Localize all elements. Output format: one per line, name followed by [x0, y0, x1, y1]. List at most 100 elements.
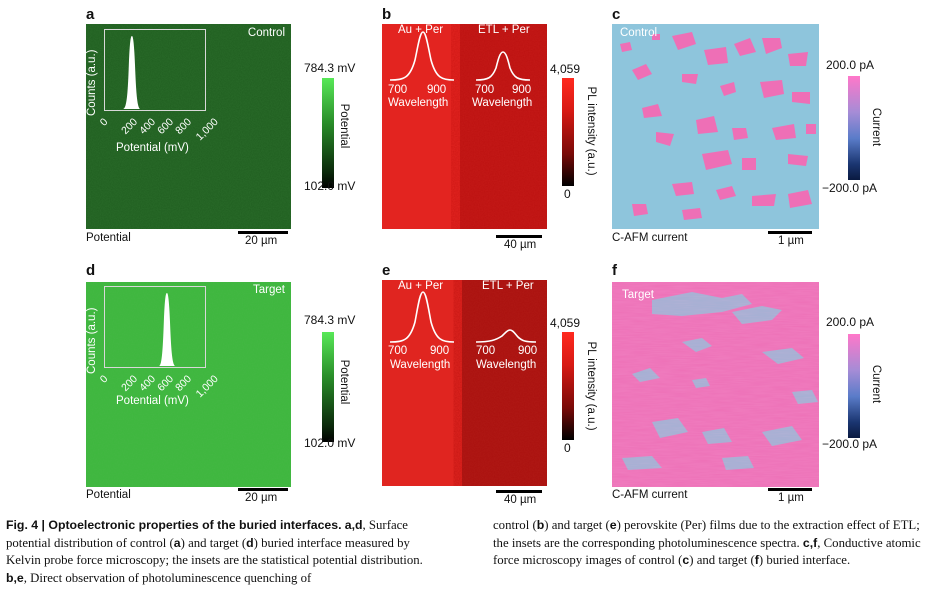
scale-bar-a [238, 231, 288, 234]
panel-letter-d: d [86, 262, 96, 279]
scale-bar-d [238, 488, 288, 491]
scale-bar-c [768, 231, 812, 234]
target-tag-f: Target [622, 289, 654, 301]
colorbar-min-a: 102.0 mV [304, 179, 356, 193]
etl-per-label-e: ETL + Per [482, 280, 534, 292]
figure-caption-left: Fig. 4 | Optoelectronic properties of th… [6, 517, 446, 587]
colorbar-title-d: Potential [338, 359, 350, 405]
scale-label-f: 1 µm [778, 492, 804, 504]
kpfm-map-target: Target [86, 282, 291, 487]
cafm-pattern-target [612, 282, 819, 487]
etl-per-label-b: ETL + Per [478, 24, 530, 36]
panel-letter-a: a [86, 6, 95, 23]
colorbar-max-c: 200.0 pA [826, 58, 875, 72]
histogram-xlabel-target: Potential (mV) [116, 395, 189, 407]
histogram-xticks-control: 0 200 400 600 800 1,000 [97, 112, 221, 143]
tick-900-left-b: 900 [427, 84, 447, 96]
kpfm-texture-target [86, 282, 291, 487]
cafm-map-target: Target [612, 282, 819, 487]
cafm-pattern-control [620, 32, 816, 220]
colorbar-max-b: 4,059 [550, 62, 581, 76]
control-tag-c: Control [620, 27, 658, 39]
caption-text: ) buried interface measured by Kelvin pr… [6, 535, 423, 568]
tick-900-right-e: 900 [518, 345, 538, 357]
pl-map-control: Au + Per ETL + Per 700 900 700 900 Wavel… [382, 24, 547, 229]
control-tag: Control [247, 27, 285, 39]
colorbar-title-c: Current [870, 107, 882, 147]
figure-caption-right: control (b) and target (e) perovskite (P… [493, 517, 929, 570]
colorbar-title-a: Potential [338, 103, 350, 149]
colorbar-potential-a [322, 78, 334, 188]
histogram-control [105, 36, 205, 109]
caption-ref: c,f [802, 535, 818, 550]
caption-ref: b [536, 518, 545, 532]
histogram-tick-label: 800 [173, 116, 195, 137]
histogram-xlabel-control: Potential (mV) [116, 142, 189, 154]
scale-bar-f [768, 488, 812, 491]
panel-letter-e: e [382, 262, 391, 279]
scale-bar-b [496, 235, 542, 238]
panel-c-footer: C-AFM current [612, 232, 688, 244]
scale-label-c: 1 µm [778, 235, 804, 247]
caption-text: ) and target ( [180, 535, 247, 550]
colorbar-min-b: 0 [564, 187, 571, 201]
panel-a-footer: Potential [86, 232, 131, 244]
colorbar-pl-e [562, 332, 574, 440]
tick-700-left-e: 700 [388, 345, 408, 357]
pl-texture-e [389, 280, 547, 486]
colorbar-title-b: PL intensity (a.u.) [585, 86, 597, 176]
panel-letter-c: c [612, 6, 621, 23]
colorbar-pl-b [562, 78, 574, 186]
panel-letter-b: b [382, 6, 392, 23]
colorbar-current-f [848, 334, 860, 438]
colorbar-min-e: 0 [564, 441, 571, 455]
caption-ref: e [609, 518, 617, 532]
pl-texture-b [389, 24, 547, 229]
scale-label-e: 40 µm [504, 494, 537, 506]
histogram-ylabel-target: Counts (a.u.) [86, 307, 98, 374]
caption-text: , Direct observation of photoluminescenc… [23, 570, 312, 585]
colorbar-max-a: 784.3 mV [304, 61, 356, 75]
caption-ref: a,d [344, 518, 363, 532]
caption-text: ) and target ( [544, 518, 610, 532]
histogram-tick-label: 400 [137, 373, 159, 394]
caption-ref: d [246, 535, 254, 550]
tick-900-right-b: 900 [512, 84, 532, 96]
caption-text: , Conductive atomic force microscopy ima… [493, 535, 921, 568]
histogram-inset-control [104, 29, 206, 111]
histogram-ylabel-control: Counts (a.u.) [86, 49, 98, 116]
scale-bar-e [496, 490, 542, 493]
panel-letter-f: f [612, 262, 617, 279]
target-tag: Target [253, 284, 285, 296]
caption-text: , Surface potential distribution of cont… [6, 518, 408, 550]
pl-region-au-e [382, 280, 462, 486]
pl-map-target: Au + Per ETL + Per 700 900 700 900 Wavel… [382, 280, 547, 486]
kpfm-map-control: Control [86, 24, 291, 229]
histogram-inset-target [104, 286, 206, 368]
histogram-target [105, 293, 205, 366]
colorbar-title-e: PL intensity (a.u.) [585, 341, 597, 431]
wavelength-left-b: Wavelength [388, 97, 449, 109]
tick-700-right-b: 700 [475, 84, 495, 96]
au-per-label-b: Au + Per [398, 24, 444, 36]
panel-f-footer: C-AFM current [612, 489, 688, 501]
caption-text: ) perovskite (Per) films due to the extr… [493, 518, 920, 550]
caption-text: control ( [493, 518, 537, 532]
histogram-tick-label: 800 [173, 373, 195, 394]
histogram-tick-label: 0 [97, 116, 111, 129]
au-per-label-e: Au + Per [398, 280, 444, 292]
histogram-tick-label: 600 [155, 116, 177, 137]
kpfm-texture [86, 24, 291, 229]
colorbar-max-e: 4,059 [550, 316, 581, 330]
caption-text: ) and target ( [689, 553, 755, 568]
histogram-tick-label: 400 [137, 116, 159, 137]
tick-900-left-e: 900 [430, 345, 450, 357]
caption-ref: b,e [6, 570, 24, 585]
caption-lead: Fig. 4 | Optoelectronic properties of th… [6, 518, 342, 532]
colorbar-min-c: −200.0 pA [822, 181, 878, 195]
colorbar-potential-d [322, 332, 334, 442]
caption-ref: f [754, 553, 759, 568]
histogram-tick-label: 200 [119, 116, 141, 137]
cafm-map-control: Control [612, 24, 819, 229]
histogram-tick-label: 200 [119, 373, 141, 394]
